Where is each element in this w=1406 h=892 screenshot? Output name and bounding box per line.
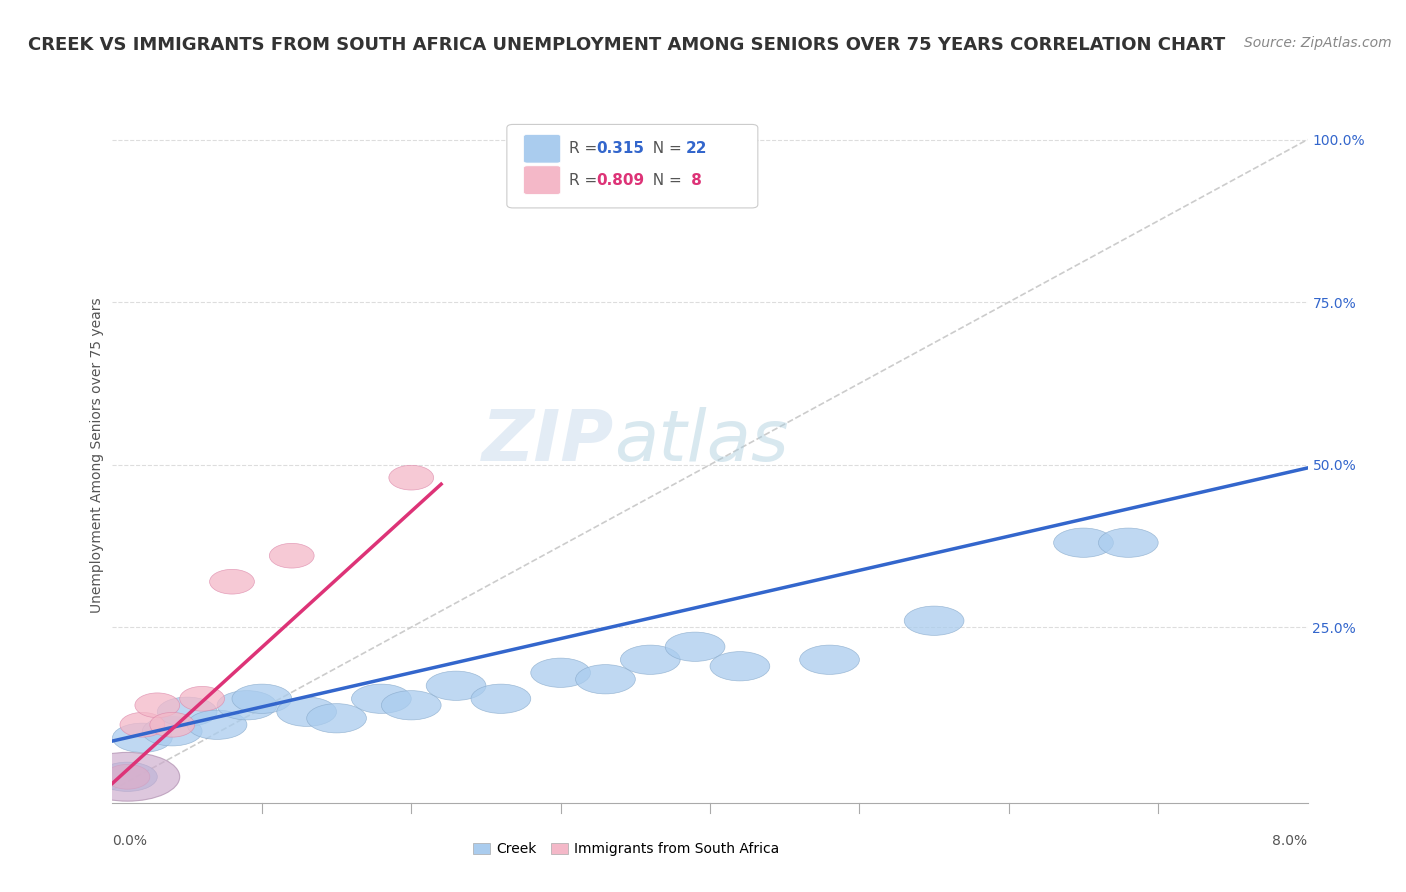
Text: 0.0%: 0.0% (112, 833, 148, 847)
Ellipse shape (270, 543, 314, 568)
Ellipse shape (232, 684, 292, 714)
Ellipse shape (97, 762, 157, 791)
Text: 0.809: 0.809 (596, 172, 644, 187)
Text: 22: 22 (686, 141, 707, 156)
Ellipse shape (209, 569, 254, 594)
Text: atlas: atlas (614, 407, 789, 475)
Ellipse shape (135, 693, 180, 718)
Text: 8.0%: 8.0% (1272, 833, 1308, 847)
Legend: Creek, Immigrants from South Africa: Creek, Immigrants from South Africa (467, 837, 786, 862)
Ellipse shape (307, 704, 367, 733)
Ellipse shape (426, 671, 486, 700)
Ellipse shape (620, 645, 681, 674)
Ellipse shape (157, 698, 217, 726)
Text: R =: R = (569, 172, 602, 187)
FancyBboxPatch shape (508, 124, 758, 208)
Text: N =: N = (643, 172, 686, 187)
Ellipse shape (904, 606, 965, 635)
Text: R =: R = (569, 141, 602, 156)
Ellipse shape (381, 690, 441, 720)
Ellipse shape (105, 764, 150, 789)
Ellipse shape (217, 690, 277, 720)
Text: 8: 8 (686, 172, 702, 187)
Ellipse shape (120, 713, 165, 737)
Ellipse shape (1053, 528, 1114, 558)
Ellipse shape (142, 716, 202, 746)
Ellipse shape (800, 645, 859, 674)
Text: ZIP: ZIP (482, 407, 614, 475)
Ellipse shape (352, 684, 412, 714)
Ellipse shape (75, 753, 180, 801)
Ellipse shape (665, 632, 725, 661)
Ellipse shape (150, 713, 194, 737)
FancyBboxPatch shape (523, 135, 561, 163)
Ellipse shape (112, 723, 173, 753)
Text: 0.315: 0.315 (596, 141, 644, 156)
Y-axis label: Unemployment Among Seniors over 75 years: Unemployment Among Seniors over 75 years (90, 297, 104, 613)
Ellipse shape (710, 652, 770, 681)
FancyBboxPatch shape (523, 166, 561, 194)
Ellipse shape (531, 658, 591, 688)
Text: Source: ZipAtlas.com: Source: ZipAtlas.com (1244, 36, 1392, 50)
Text: CREEK VS IMMIGRANTS FROM SOUTH AFRICA UNEMPLOYMENT AMONG SENIORS OVER 75 YEARS C: CREEK VS IMMIGRANTS FROM SOUTH AFRICA UN… (28, 36, 1226, 54)
Ellipse shape (187, 710, 247, 739)
Ellipse shape (575, 665, 636, 694)
Ellipse shape (277, 698, 336, 726)
Ellipse shape (471, 684, 531, 714)
Text: N =: N = (643, 141, 686, 156)
Ellipse shape (180, 687, 225, 711)
Ellipse shape (389, 466, 433, 490)
Ellipse shape (1098, 528, 1159, 558)
